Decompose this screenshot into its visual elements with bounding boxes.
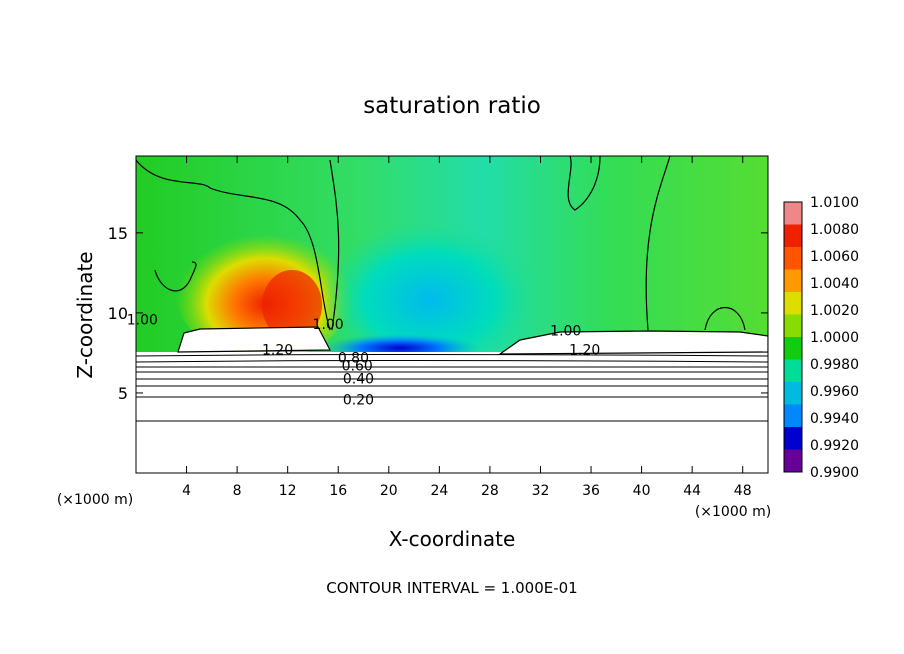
colorbar-segment (784, 314, 802, 338)
contour-label: 1.20 (262, 343, 293, 359)
ice-sat-cap-right (498, 330, 768, 355)
colorbar-frame (783, 201, 803, 473)
x-tick-label: 48 (734, 483, 752, 499)
x-tick-label: 36 (582, 483, 600, 499)
x-tick-label: 16 (329, 483, 347, 499)
colorbar-segment (784, 427, 802, 450)
colorbar-segment (784, 202, 802, 225)
contour-label: 1.00 (313, 317, 344, 333)
colorbar-label: 0.9940 (810, 411, 859, 427)
colorbar-segment (784, 337, 802, 360)
contour-labels: 1.20 1.20 1.00 1.00 1.00 0.800.600.40 0.20 (127, 312, 601, 408)
colorbar-label: 0.9920 (810, 438, 859, 454)
colorbar-segment (784, 224, 802, 248)
y-axis: 5 10 15 (108, 224, 768, 403)
colorbar: 1.0100 1.0080 1.0060 1.0040 1.0020 1.0000 0.99… (783, 195, 859, 481)
contour-label: 0.20 (343, 392, 374, 408)
x-tick-label: 4 (182, 483, 191, 499)
colorbar-label: 1.0060 (810, 249, 859, 265)
x-tick-label: 32 (532, 483, 550, 499)
colorbar-label: 0.9960 (810, 384, 859, 400)
x-tick-label: 12 (279, 483, 297, 499)
contour-label: 0.80 (338, 351, 369, 367)
chart-title: saturation ratio (363, 93, 541, 119)
plot-area (136, 156, 768, 473)
y-tick-label: 5 (118, 384, 128, 403)
contour-upper-right (567, 156, 746, 331)
colorbar-segment (784, 247, 802, 270)
x-unit-left: (×1000 m) (57, 492, 133, 508)
contour-upper-left (136, 159, 340, 331)
x-tick-label: 40 (633, 483, 651, 499)
colorbar-label: 1.0020 (810, 303, 859, 319)
y-axis-label: Z-coordinate (73, 251, 97, 378)
colorbar-segment (784, 292, 802, 315)
contour-label: 1.00 (127, 312, 158, 328)
x-tick-label: 28 (481, 483, 499, 499)
colorbar-label: 1.0000 (810, 330, 859, 346)
x-tick-label: 20 (380, 483, 398, 499)
contour-interval-note: CONTOUR INTERVAL = 1.000E-01 (326, 579, 577, 597)
colorbar-label: 0.9900 (810, 465, 859, 481)
colorbar-segment (784, 382, 802, 405)
contour-label: 1.00 (550, 324, 581, 340)
x-unit-right: (×1000 m) (695, 504, 771, 520)
x-tick-label: 8 (233, 483, 242, 499)
contour-label: 0.40 (343, 372, 374, 388)
contour-label: 1.20 (569, 343, 600, 359)
colorbar-segment (784, 404, 802, 428)
colorbar-label: 0.9980 (810, 357, 859, 373)
supersaturated-core (262, 270, 322, 340)
colorbar-segment (784, 449, 802, 473)
ice-sat-cap-left (177, 326, 331, 353)
colorbar-label: 1.0100 (810, 195, 859, 211)
x-axis-label: X-coordinate (389, 527, 516, 551)
contour-label: 0.60 (342, 359, 373, 375)
lower-layer (136, 352, 768, 473)
plot-frame (135, 155, 769, 474)
x-axis: 4 8 12 16 20 24 28 32 36 40 44 48 (182, 156, 752, 499)
y-tick-label: 15 (108, 224, 128, 243)
y-tick-label: 10 (108, 304, 128, 323)
colorbar-label: 1.0080 (810, 222, 859, 238)
x-tick-label: 44 (683, 483, 701, 499)
x-tick-label: 24 (430, 483, 448, 499)
colorbar-label: 1.0040 (810, 276, 859, 292)
colorbar-segment (784, 359, 802, 383)
colorbar-segment (784, 269, 802, 293)
